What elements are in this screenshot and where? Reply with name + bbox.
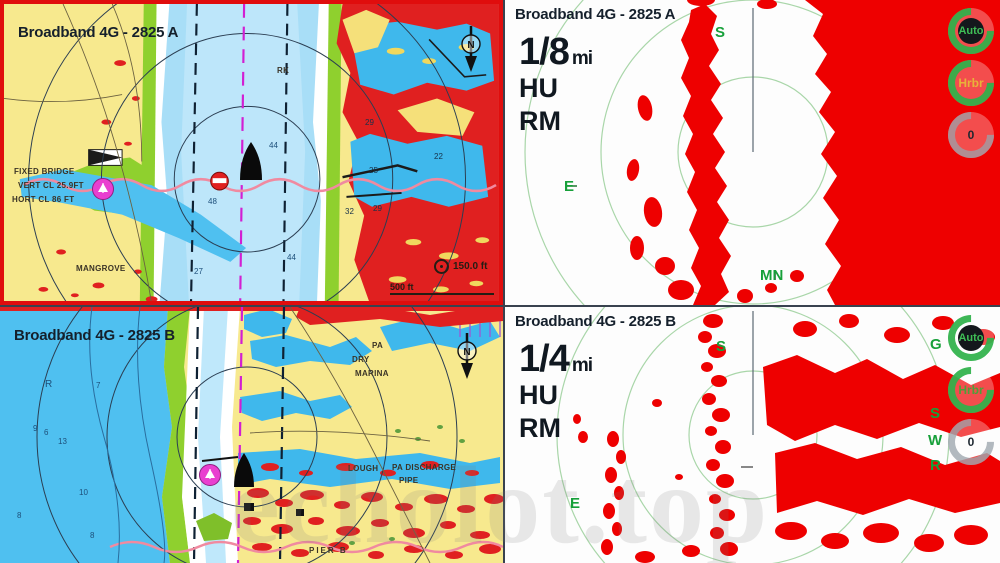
chart-label: PIER B xyxy=(309,546,348,555)
chart-label: PIPE xyxy=(399,476,419,485)
radar-orientation-a: HU xyxy=(519,73,558,104)
compass-label-s: S xyxy=(715,24,726,41)
gain-knob-icon: Auto xyxy=(958,18,984,44)
svg-text:N: N xyxy=(467,40,474,51)
rain-clutter-button-label: 0 xyxy=(967,435,975,449)
chart-label: DRY xyxy=(352,355,370,364)
sea-clutter-button-b[interactable]: Hrbr xyxy=(938,357,1000,423)
chart-label: PA xyxy=(372,341,384,350)
depth-sounding: 8 xyxy=(90,531,95,540)
depth-sounding: 7 xyxy=(96,381,101,390)
chart-label: LOUGH xyxy=(348,464,379,473)
radar-graphics-b xyxy=(505,307,1000,563)
depth-sounding: 32 xyxy=(345,207,354,216)
gain-button-b[interactable]: Auto xyxy=(938,307,1000,371)
panel-title-bottom-right: Broadband 4G - 2825 B xyxy=(515,313,676,330)
radar-motion-b: RM xyxy=(519,413,561,444)
panel-top-right-radar[interactable]: 1/8 mi HU RM S E MN Auto Hrbr 0 xyxy=(505,0,1000,305)
chart-graphics-b xyxy=(0,307,503,563)
gain-button-a[interactable]: Auto xyxy=(938,0,1000,64)
marina-symbol xyxy=(92,178,114,200)
depth-sounding: 29 xyxy=(373,204,382,213)
panel-title-bottom-left: Broadband 4G - 2825 B xyxy=(14,327,175,344)
radar-canvas-b[interactable]: 1/4 mi HU RM S E G S W R Auto Hrbr xyxy=(505,307,1000,563)
scale-bar-line xyxy=(390,293,494,295)
horizontal-divider xyxy=(0,305,1000,307)
range-icon xyxy=(434,259,449,274)
sea-clutter-button-a[interactable]: Hrbr xyxy=(938,50,1000,116)
compass-label-g: G xyxy=(930,336,942,353)
compass-label-mn: MN xyxy=(760,267,784,284)
svg-text:N: N xyxy=(463,347,470,358)
rain-clutter-button-a[interactable]: 0 xyxy=(938,102,1000,168)
radar-range-a: 1/8 mi xyxy=(519,31,593,73)
depth-sounding: 8 xyxy=(17,511,22,520)
chart-canvas-a[interactable]: FIXED BRIDGE VERT CL 25.9FT HORT CL 86 F… xyxy=(4,4,499,301)
compass-label-w: W xyxy=(928,432,943,449)
depth-sounding: 22 xyxy=(434,152,443,161)
chart-label: MANGROVE xyxy=(76,264,126,273)
panel-bottom-left-chart[interactable]: DRY PA MARINA LOUGH PA DISCHARGE PIPE PI… xyxy=(0,307,503,563)
scale-bar-label: 500 ft xyxy=(390,282,414,292)
depth-sounding: 6 xyxy=(44,428,49,437)
cursor-range-readout: 150.0 ft xyxy=(434,259,487,274)
depth-sounding: 48 xyxy=(208,197,217,206)
compass-label-e: E xyxy=(570,495,581,512)
panel-top-left-chart[interactable]: FIXED BRIDGE VERT CL 25.9FT HORT CL 86 F… xyxy=(0,0,503,305)
gain-button-label: Auto xyxy=(958,332,984,344)
depth-sounding: 25 xyxy=(369,166,378,175)
north-arrow-icon: N xyxy=(456,26,486,72)
chart-label: RK xyxy=(277,66,290,75)
depth-sounding: 44 xyxy=(269,141,278,150)
chart-label: FIXED BRIDGE xyxy=(14,167,75,176)
chart-label: HORT CL 86 FT xyxy=(12,195,75,204)
compass-label-r: R xyxy=(930,457,941,474)
sea-clutter-button-label: Hrbr xyxy=(958,76,984,90)
chart-label: VERT CL 25.9FT xyxy=(18,181,84,190)
marina-symbol xyxy=(199,464,221,486)
north-arrow-icon: N xyxy=(452,333,482,379)
radar-range-value: 1/8 xyxy=(519,31,570,73)
scale-bar: 500 ft xyxy=(390,282,494,295)
depth-sounding: 27 xyxy=(194,267,203,276)
radar-info-b: 1/4 mi HU RM xyxy=(519,338,593,444)
panel-bottom-right-radar[interactable]: 1/4 mi HU RM S E G S W R Auto Hrbr xyxy=(505,307,1000,563)
chart-graphics-a xyxy=(4,4,499,301)
compass-label-s2: S xyxy=(930,405,941,422)
radar-range-unit: mi xyxy=(571,355,593,376)
depth-sounding: 10 xyxy=(79,488,88,497)
radar-motion-a: RM xyxy=(519,106,561,137)
radar-range-unit: mi xyxy=(571,48,593,69)
compass-label-e: E xyxy=(564,178,575,195)
gain-button-label: Auto xyxy=(958,25,984,37)
vertical-divider xyxy=(503,0,505,563)
radar-range-value: 1/4 xyxy=(519,338,570,380)
depth-sounding: 29 xyxy=(365,118,374,127)
compass-label-s: S xyxy=(716,338,727,355)
radar-range-b: 1/4 mi xyxy=(519,338,593,380)
radar-controls-a[interactable]: Auto Hrbr 0 xyxy=(938,0,1000,168)
radar-controls-b[interactable]: Auto Hrbr 0 xyxy=(938,307,1000,475)
depth-sounding: R xyxy=(45,379,53,390)
depth-sounding: 9 xyxy=(33,424,38,433)
chart-label: PA DISCHARGE xyxy=(392,463,457,472)
chart-label: MARINA xyxy=(355,369,389,378)
cursor-range-value: 150.0 ft xyxy=(453,261,488,272)
sea-clutter-button-label: Hrbr xyxy=(958,383,984,397)
gain-knob-icon: Auto xyxy=(958,325,984,351)
rain-clutter-button-b[interactable]: 0 xyxy=(938,409,1000,475)
rain-clutter-button-label: 0 xyxy=(967,128,975,142)
depth-sounding: 44 xyxy=(287,253,296,262)
radar-canvas-a[interactable]: 1/8 mi HU RM S E MN Auto Hrbr 0 xyxy=(505,0,1000,305)
panel-title-top-left: Broadband 4G - 2825 A xyxy=(18,24,179,41)
panel-title-top-right: Broadband 4G - 2825 A xyxy=(515,6,676,23)
radar-graphics-a xyxy=(505,0,1000,305)
radar-info-a: 1/8 mi HU RM xyxy=(519,31,593,137)
depth-sounding: 13 xyxy=(58,437,67,446)
chart-canvas-b[interactable]: DRY PA MARINA LOUGH PA DISCHARGE PIPE PI… xyxy=(0,307,503,563)
radar-orientation-b: HU xyxy=(519,380,558,411)
